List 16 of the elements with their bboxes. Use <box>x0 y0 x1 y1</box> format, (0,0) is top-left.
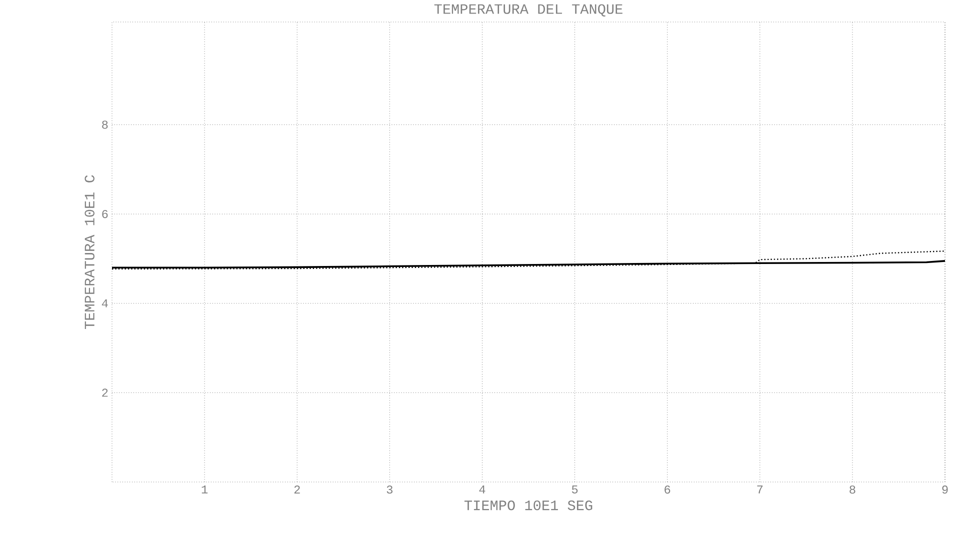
y-tick-label: 2 <box>102 388 108 397</box>
x-tick-label: 9 <box>942 486 948 494</box>
x-tick-label: 5 <box>572 486 578 494</box>
y-tick-label: 8 <box>102 120 108 129</box>
x-tick-label: 2 <box>294 486 300 494</box>
x-axis-title: TIEMPO 10E1 SEG <box>464 500 592 510</box>
x-tick-label: 1 <box>202 486 208 494</box>
y-tick-label: 6 <box>102 210 108 218</box>
x-tick-label: 3 <box>386 486 393 494</box>
chart-title: TEMPERATURA DEL TANQUE <box>434 4 622 16</box>
x-tick-label: 7 <box>757 486 763 494</box>
y-tick-label: 4 <box>102 299 108 308</box>
x-tick-label: 8 <box>850 486 856 494</box>
x-tick-label: 6 <box>664 486 670 494</box>
y-axis-title: TEMPERATURA 10E1 C <box>84 175 94 329</box>
x-tick-label: 4 <box>479 486 486 494</box>
